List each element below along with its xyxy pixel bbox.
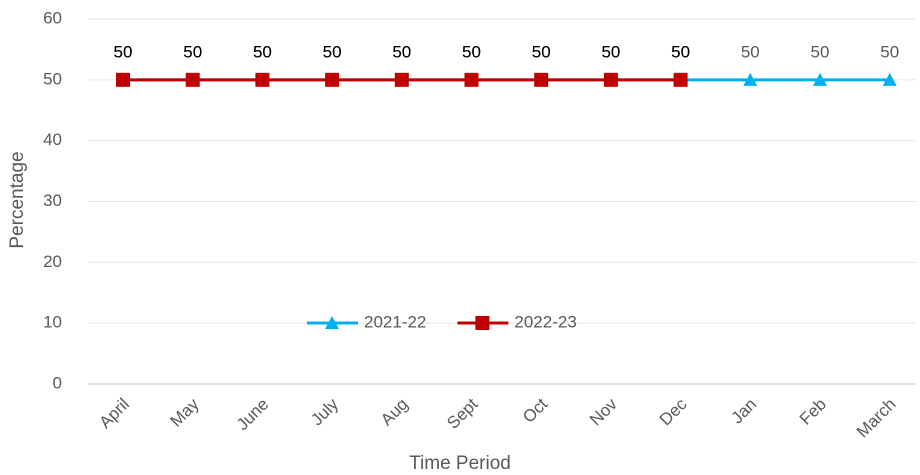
y-tick-label: 40: [43, 130, 62, 149]
data-label: 50: [392, 42, 411, 61]
x-tick-label: May: [167, 394, 203, 430]
y-tick-label: 50: [43, 69, 62, 88]
y-tick-label: 30: [43, 191, 62, 210]
data-label: 50: [462, 42, 481, 61]
x-tick-label: Oct: [519, 394, 551, 426]
data-label: 50: [323, 42, 342, 61]
x-tick-label: Feb: [796, 395, 830, 429]
data-label: 50: [671, 42, 690, 61]
data-point: [603, 72, 618, 87]
x-tick-label: Sept: [443, 394, 481, 432]
data-point: [255, 72, 270, 87]
data-point: [813, 72, 827, 86]
data-label: 50: [323, 42, 342, 61]
data-label: 50: [253, 42, 272, 61]
legend-marker: [325, 316, 339, 329]
y-tick-label: 0: [53, 373, 62, 392]
data-label: 50: [880, 42, 899, 61]
data-point: [882, 72, 897, 86]
x-tick-label: July: [307, 394, 342, 429]
x-tick-label: Aug: [377, 395, 412, 430]
data-label: 50: [601, 42, 620, 61]
data-label: 50: [601, 42, 620, 61]
data-label: 50: [671, 42, 690, 61]
data-label: 50: [392, 42, 411, 61]
data-label: 50: [532, 42, 551, 61]
x-tick-label: April: [96, 395, 133, 432]
data-label: 50: [462, 42, 481, 61]
y-tick-label: 10: [43, 313, 62, 332]
data-point: [325, 72, 340, 87]
x-tick-label: March: [853, 395, 900, 442]
x-tick-label: Dec: [656, 394, 691, 429]
y-tick-label: 20: [43, 252, 62, 271]
data-point: [394, 72, 409, 87]
data-point: [673, 72, 688, 87]
data-label: 50: [183, 42, 202, 61]
x-tick-label: Jan: [727, 395, 760, 428]
legend-marker: [475, 316, 490, 330]
data-point: [743, 72, 758, 86]
data-label: 50: [183, 42, 202, 61]
data-point: [534, 72, 549, 87]
data-label: 50: [253, 42, 272, 61]
legend-label: 2021-22: [364, 312, 426, 331]
data-label: 50: [532, 42, 551, 61]
y-axis-title: Percentage: [7, 151, 28, 248]
legend-label: 2022-23: [514, 312, 576, 331]
data-label: 50: [114, 42, 133, 61]
data-point: [185, 72, 200, 87]
data-point: [464, 72, 479, 87]
data-label: 50: [114, 42, 133, 61]
x-tick-label: Nov: [586, 394, 621, 429]
data-label: 50: [741, 42, 760, 61]
data-point: [116, 72, 130, 87]
x-axis-title: Time Period: [409, 453, 511, 474]
data-label: 50: [811, 42, 830, 61]
y-tick-label: 60: [43, 8, 62, 27]
x-tick-label: June: [233, 395, 273, 435]
